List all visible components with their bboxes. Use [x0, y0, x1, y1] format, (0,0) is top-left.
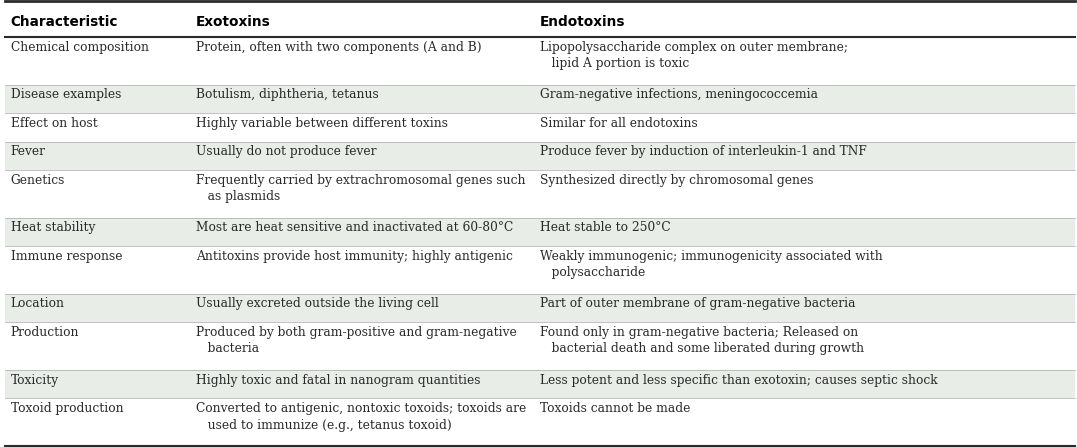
Text: Antitoxins provide host immunity; highly antigenic: Antitoxins provide host immunity; highly… [196, 250, 513, 263]
Bar [5, 398, 1075, 446]
Text: Weakly immunogenic; immunogenicity associated with
   polysaccharide: Weakly immunogenic; immunogenicity assoc… [540, 250, 883, 279]
Bar [5, 370, 1075, 398]
Text: Genetics: Genetics [11, 174, 65, 187]
Text: Frequently carried by extrachromosomal genes such
   as plasmids: Frequently carried by extrachromosomal g… [196, 174, 526, 203]
Text: Fever: Fever [11, 145, 45, 158]
Bar [5, 322, 1075, 370]
Text: Heat stable to 250°C: Heat stable to 250°C [540, 221, 671, 234]
Text: Chemical composition: Chemical composition [11, 41, 149, 54]
Text: Found only in gram-negative bacteria; Released on
   bacterial death and some li: Found only in gram-negative bacteria; Re… [540, 326, 864, 355]
Text: Converted to antigenic, nontoxic toxoids; toxoids are
   used to immunize (e.g.,: Converted to antigenic, nontoxic toxoids… [196, 402, 526, 431]
Text: Highly toxic and fatal in nanogram quantities: Highly toxic and fatal in nanogram quant… [196, 374, 480, 387]
Bar [5, 1, 1075, 37]
Text: Disease examples: Disease examples [11, 88, 121, 101]
Text: Exotoxins: Exotoxins [196, 15, 270, 29]
Text: Characteristic: Characteristic [11, 15, 118, 29]
Bar [5, 246, 1075, 294]
Bar [5, 113, 1075, 142]
Text: Immune response: Immune response [11, 250, 122, 263]
Text: Usually excreted outside the living cell: Usually excreted outside the living cell [196, 297, 438, 311]
Text: Endotoxins: Endotoxins [540, 15, 626, 29]
Text: Similar for all endotoxins: Similar for all endotoxins [540, 117, 698, 130]
Text: Toxoid production: Toxoid production [11, 402, 124, 415]
Text: Produced by both gram-positive and gram-negative
   bacteria: Produced by both gram-positive and gram-… [196, 326, 517, 355]
Text: Heat stability: Heat stability [11, 221, 95, 234]
Text: Gram-negative infections, meningococcemia: Gram-negative infections, meningococcemi… [540, 88, 819, 101]
Text: Lipopolysaccharide complex on outer membrane;
   lipid A portion is toxic: Lipopolysaccharide complex on outer memb… [540, 41, 848, 70]
Text: Botulism, diphtheria, tetanus: Botulism, diphtheria, tetanus [196, 88, 378, 101]
Bar [5, 218, 1075, 246]
Text: Toxicity: Toxicity [11, 374, 59, 387]
Bar [5, 37, 1075, 85]
Bar [5, 170, 1075, 218]
Text: Production: Production [11, 326, 80, 339]
Text: Synthesized directly by chromosomal genes: Synthesized directly by chromosomal gene… [540, 174, 813, 187]
Text: Effect on host: Effect on host [11, 117, 98, 130]
Text: Usually do not produce fever: Usually do not produce fever [196, 145, 376, 158]
Text: Produce fever by induction of interleukin-1 and TNF: Produce fever by induction of interleuki… [540, 145, 867, 158]
Bar [5, 294, 1075, 322]
Text: Location: Location [11, 297, 65, 311]
Text: Highly variable between different toxins: Highly variable between different toxins [196, 117, 448, 130]
Bar [5, 85, 1075, 113]
Text: Less potent and less specific than exotoxin; causes septic shock: Less potent and less specific than exoto… [540, 374, 938, 387]
Text: Part of outer membrane of gram-negative bacteria: Part of outer membrane of gram-negative … [540, 297, 855, 311]
Bar [5, 142, 1075, 170]
Text: Toxoids cannot be made: Toxoids cannot be made [540, 402, 690, 415]
Text: Most are heat sensitive and inactivated at 60-80°C: Most are heat sensitive and inactivated … [196, 221, 513, 234]
Text: Protein, often with two components (A and B): Protein, often with two components (A an… [196, 41, 481, 54]
